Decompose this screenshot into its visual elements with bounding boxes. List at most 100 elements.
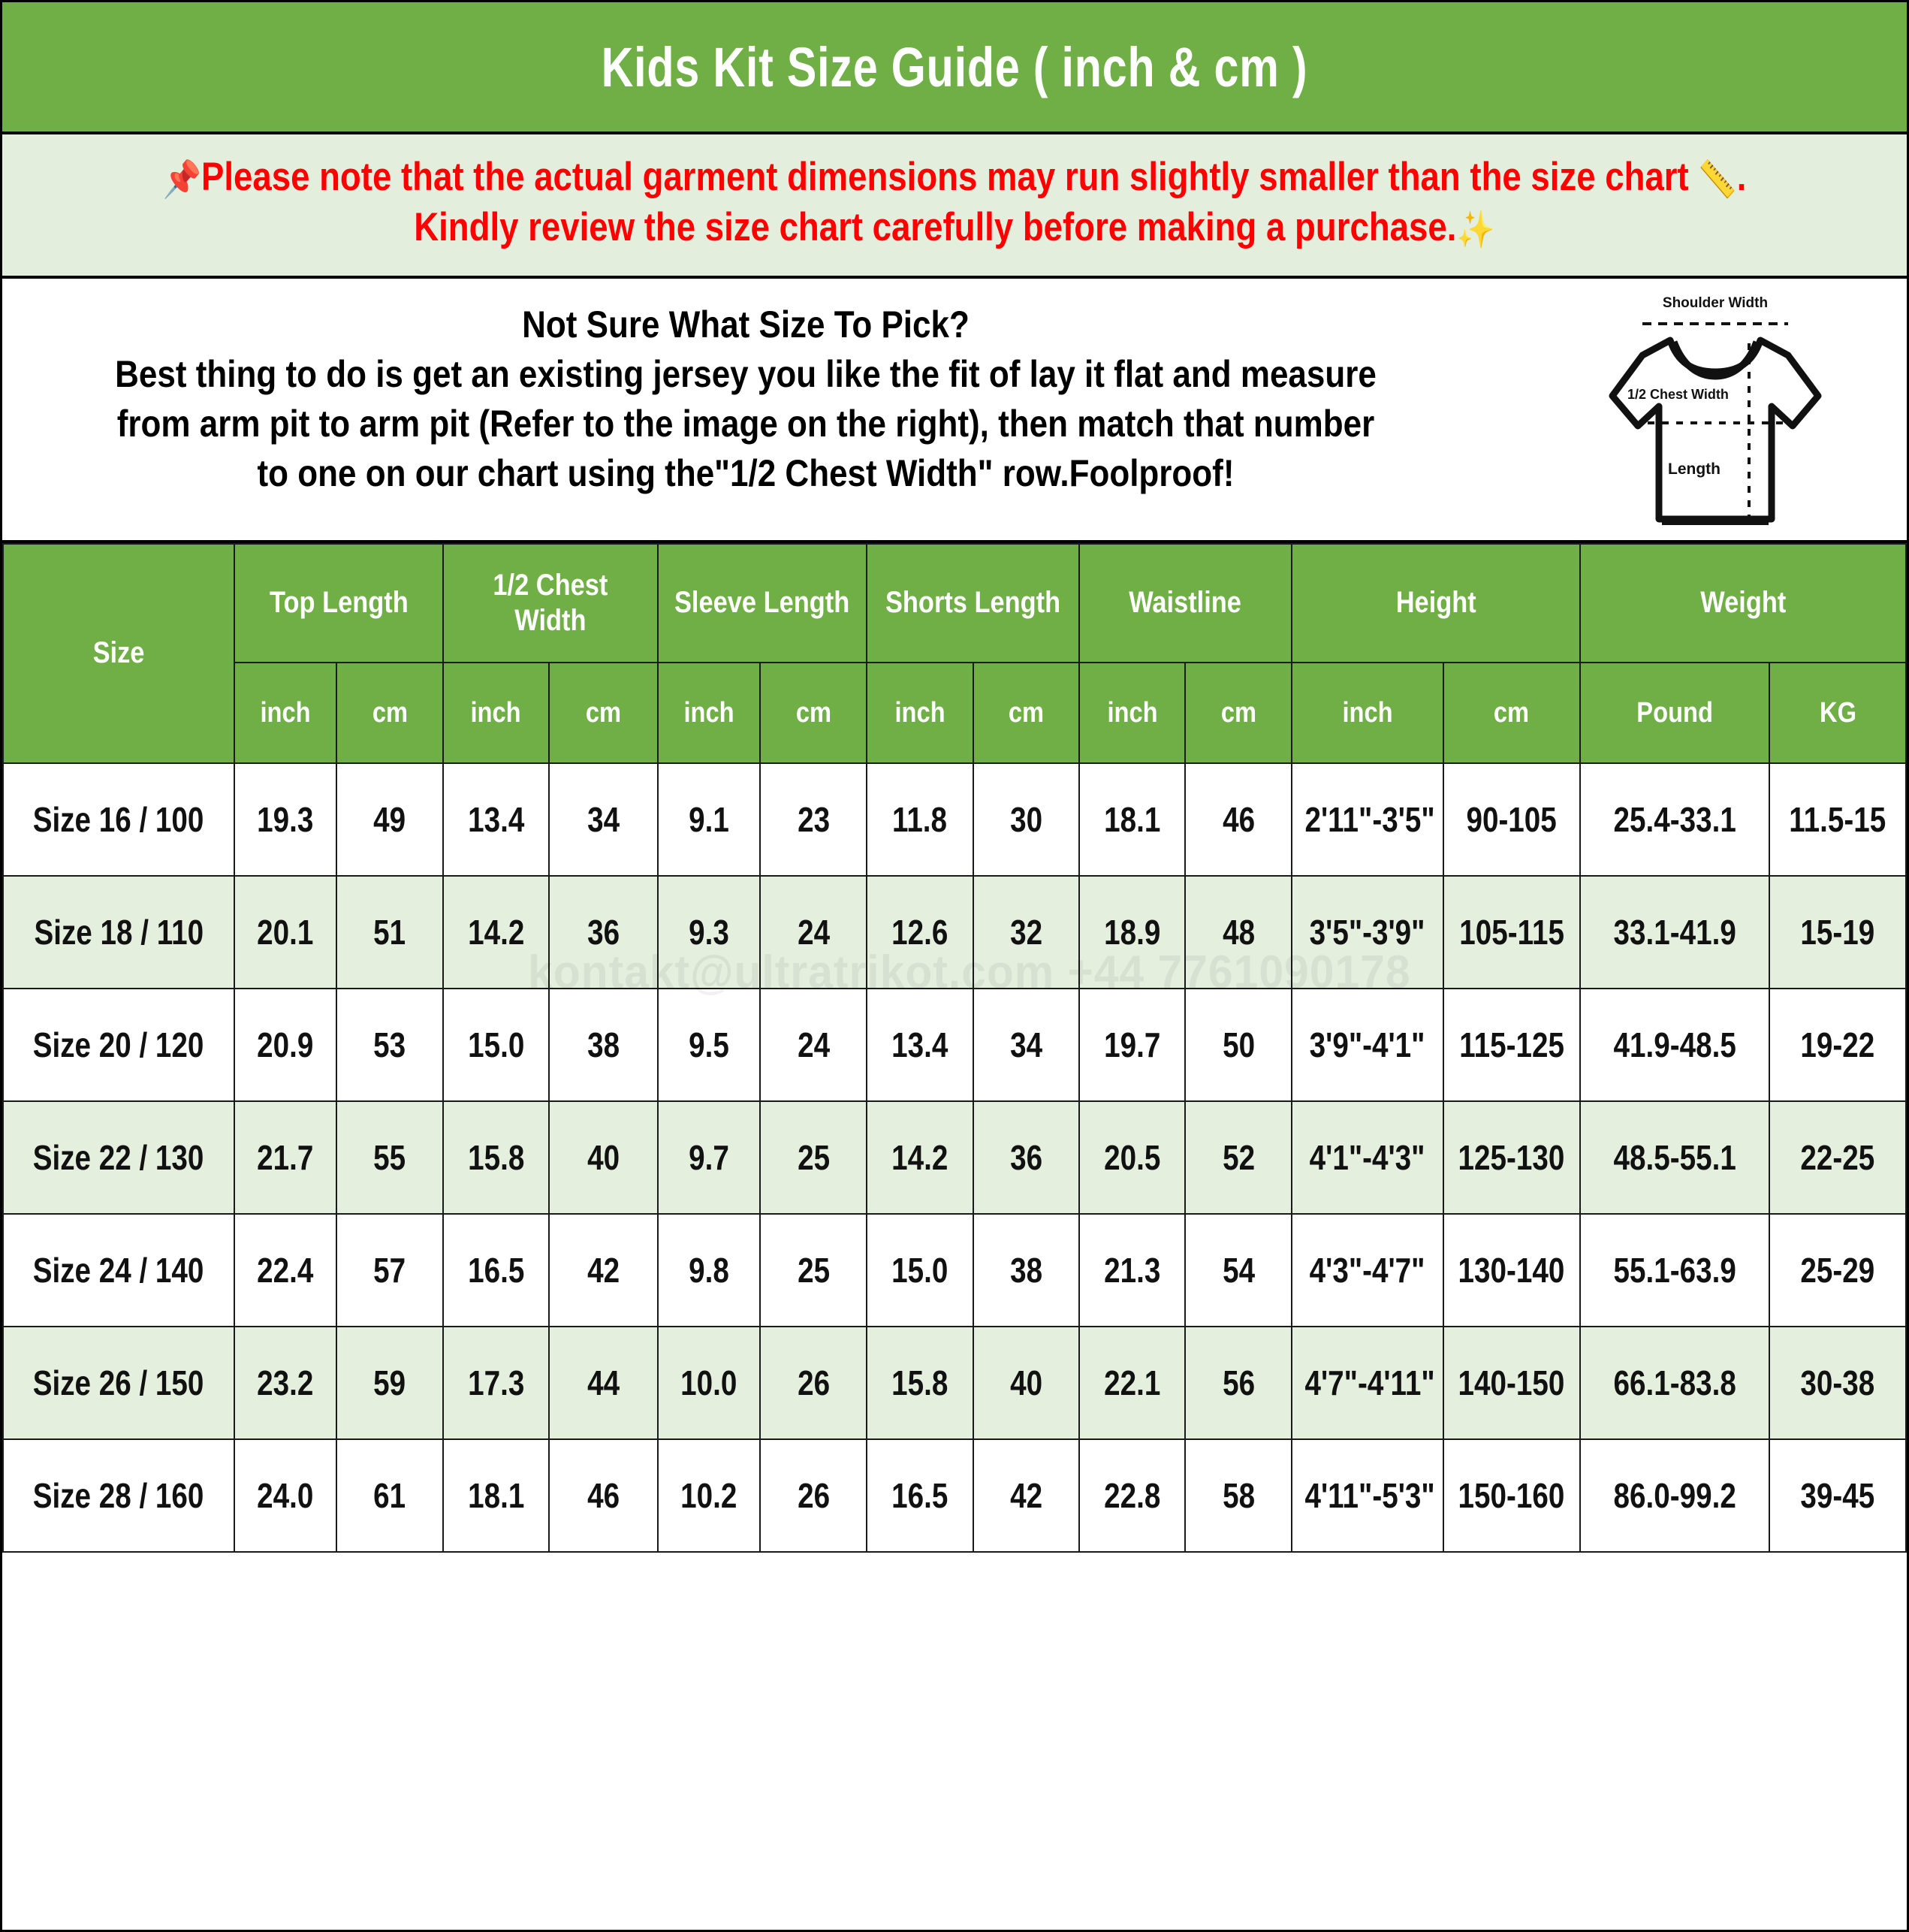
measurement-cell: 36 — [548, 875, 659, 989]
size-label-cell: Size 28 / 160 — [2, 1438, 236, 1553]
measurement-cell: 66.1-83.8 — [1579, 1326, 1771, 1440]
measurement-cell: 19.3 — [234, 762, 338, 877]
info-line-1: Best thing to do is get an existing jers… — [115, 353, 1377, 395]
unit-header-cell: KG — [1769, 662, 1907, 764]
title-banner: Kids Kit Size Guide ( inch & cm ) — [2, 2, 1907, 134]
measurement-cell: 19-22 — [1769, 988, 1907, 1102]
measurement-cell: 55.1-63.9 — [1579, 1213, 1771, 1327]
measurement-cell: 140-150 — [1442, 1326, 1581, 1440]
measurement-cell: 13.4 — [866, 988, 974, 1102]
measurement-cell: 4'1"-4'3" — [1290, 1100, 1444, 1215]
measurement-cell: 53 — [336, 988, 444, 1102]
tshirt-icon — [1609, 322, 1822, 525]
measurement-cell: 21.3 — [1078, 1213, 1187, 1327]
measurement-cell: 18.1 — [1078, 762, 1187, 877]
measurement-cell: 33.1-41.9 — [1579, 875, 1771, 989]
measurement-cell: 61 — [336, 1438, 444, 1553]
header-shorts-length: Shorts Length — [866, 543, 1081, 663]
measurement-cell: 24 — [758, 988, 868, 1102]
info-heading: Not Sure What Size To Pick? — [522, 303, 970, 346]
measurement-cell: 49 — [336, 762, 444, 877]
measurement-cell: 11.8 — [866, 762, 974, 877]
table-row: Size 24 / 140 22.4 57 16.5 42 9.8 25 15.0 38 21.3… — [2, 1213, 1907, 1327]
measurement-cell: 3'5"-3'9" — [1290, 875, 1444, 989]
unit-header-cell: inch — [866, 662, 974, 764]
measurement-cell: 40 — [972, 1326, 1081, 1440]
measurement-cell: 50 — [1184, 988, 1292, 1102]
measurement-cell: 24 — [758, 875, 868, 989]
size-label-cell: Size 16 / 100 — [2, 762, 236, 877]
measurement-cell: 4'11"-5'3" — [1290, 1438, 1444, 1553]
table-head: Size Top Length 1/2 Chest Width Sleeve L… — [2, 543, 1907, 764]
measurement-cell: 125-130 — [1442, 1100, 1581, 1215]
measurement-cell: 22.4 — [234, 1213, 338, 1327]
measurement-cell: 25-29 — [1769, 1213, 1907, 1327]
unit-header-cell: inch — [656, 662, 761, 764]
measurement-cell: 15.8 — [442, 1100, 550, 1215]
measurement-cell: 30-38 — [1769, 1326, 1907, 1440]
measurement-cell: 115-125 — [1442, 988, 1581, 1102]
measurement-cell: 23 — [758, 762, 868, 877]
size-label-cell: Size 18 / 110 — [2, 875, 236, 989]
measurement-cell: 16.5 — [866, 1438, 974, 1553]
table-row: Size 16 / 100 19.3 49 13.4 34 9.1 23 11.8 30 18.1… — [2, 762, 1907, 877]
measurement-cell: 105-115 — [1442, 875, 1581, 989]
unit-header-cell: Pound — [1579, 662, 1771, 764]
measurement-cell: 10.0 — [656, 1326, 761, 1440]
measurement-cell: 22.1 — [1078, 1326, 1187, 1440]
unit-header-cell: cm — [336, 662, 444, 764]
group-header-row: Size Top Length 1/2 Chest Width Sleeve L… — [2, 543, 1907, 764]
measurement-cell: 22-25 — [1769, 1100, 1907, 1215]
notice-band: 📌Please note that the actual garment dim… — [2, 134, 1907, 279]
measurement-cell: 24.0 — [234, 1438, 338, 1553]
unit-header-cell: cm — [1184, 662, 1292, 764]
measurement-cell: 18.1 — [442, 1438, 550, 1553]
measurement-cell: 13.4 — [442, 762, 550, 877]
length-label: Length — [1668, 460, 1721, 478]
measurement-cell: 32 — [972, 875, 1081, 989]
measurement-cell: 9.1 — [656, 762, 761, 877]
header-size: Size — [2, 543, 236, 764]
measurement-cell: 36 — [972, 1100, 1081, 1215]
measurement-cell: 9.8 — [656, 1213, 761, 1327]
unit-header-row: inch cm inch cm inch cm inch cm inch cm … — [3, 662, 1907, 764]
measurement-cell: 86.0-99.2 — [1579, 1438, 1771, 1553]
size-label-cell: Size 24 / 140 — [2, 1213, 236, 1327]
measurement-cell: 48 — [1184, 875, 1292, 989]
info-text-block: Not Sure What Size To Pick? Best thing t… — [2, 300, 1489, 498]
header-height: Height — [1290, 543, 1581, 663]
tshirt-measurement-diagram: Shoulder Width 1/2 Chest Width Length — [1599, 294, 1832, 534]
table-row: Size 20 / 120 20.9 53 15.0 38 9.5 24 13.4 34 19.7… — [2, 988, 1907, 1102]
measurement-cell: 46 — [1184, 762, 1292, 877]
measurement-cell: 9.7 — [656, 1100, 761, 1215]
notice-line-1-text: Please note that the actual garment dime… — [201, 155, 1699, 199]
info-line-3: to one on our chart using the"1/2 Chest … — [257, 452, 1235, 494]
measurement-cell: 54 — [1184, 1213, 1292, 1327]
measurement-cell: 90-105 — [1442, 762, 1581, 877]
measurement-cell: 15-19 — [1769, 875, 1907, 989]
unit-header-cell: cm — [1442, 662, 1581, 764]
size-label-cell: Size 22 / 130 — [2, 1100, 236, 1215]
header-sleeve-length: Sleeve Length — [656, 543, 868, 663]
measurement-cell: 48.5-55.1 — [1579, 1100, 1771, 1215]
unit-header-cell: inch — [234, 662, 338, 764]
header-waistline: Waistline — [1078, 543, 1292, 663]
measurement-cell: 38 — [972, 1213, 1081, 1327]
measurement-cell: 15.0 — [442, 988, 550, 1102]
measurement-cell: 34 — [548, 762, 659, 877]
measurement-cell: 10.2 — [656, 1438, 761, 1553]
size-chart-table: Size Top Length 1/2 Chest Width Sleeve L… — [2, 543, 1907, 1553]
size-label-cell: Size 20 / 120 — [2, 988, 236, 1102]
measurement-cell: 16.5 — [442, 1213, 550, 1327]
measurement-cell: 9.5 — [656, 988, 761, 1102]
measurement-cell: 4'7"-4'11" — [1290, 1326, 1444, 1440]
measurement-cell: 38 — [548, 988, 659, 1102]
measurement-cell: 20.9 — [234, 988, 338, 1102]
measurement-cell: 51 — [336, 875, 444, 989]
measurement-cell: 57 — [336, 1213, 444, 1327]
measurement-cell: 9.3 — [656, 875, 761, 989]
measurement-cell: 25.4-33.1 — [1579, 762, 1771, 877]
table-row: Size 18 / 110 20.1 51 14.2 36 9.3 24 12.6 32 18.9… — [2, 875, 1907, 989]
unit-header-cell: inch — [1078, 662, 1187, 764]
measurement-cell: 41.9-48.5 — [1579, 988, 1771, 1102]
